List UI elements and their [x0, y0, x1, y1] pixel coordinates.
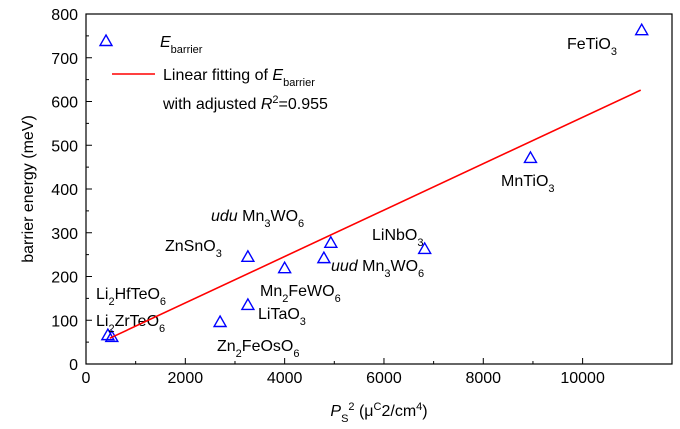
y-tick-label: 600: [51, 95, 78, 112]
x-tick-label: 8000: [465, 370, 501, 387]
y-tick-label: 700: [51, 51, 78, 68]
point-label: Mn2FeWO6: [260, 283, 341, 305]
y-tick-label: 0: [69, 357, 78, 374]
data-point: [417, 241, 432, 255]
y-tick-label: 400: [51, 182, 78, 199]
fit-line: [109, 89, 642, 339]
x-tick-label: 2000: [168, 370, 204, 387]
point-label: LiTaO3: [258, 306, 306, 328]
y-tick-label: 800: [51, 7, 78, 24]
x-tick-label: 0: [82, 370, 91, 387]
y-tick-label: 300: [51, 226, 78, 243]
legend-label: Linear fitting of Ebarrier: [163, 67, 315, 89]
data-point: [634, 22, 649, 36]
x-axis-label: PS2 (μC2/cm4): [330, 401, 427, 425]
point-label: ZnSnO3: [165, 238, 222, 260]
y-tick-label: 500: [51, 138, 78, 155]
y-tick-label: 200: [51, 270, 78, 287]
x-tick-label: 4000: [267, 370, 303, 387]
x-tick-label: 10000: [560, 370, 605, 387]
y-axis-label: barrier energy (meV): [20, 115, 37, 263]
data-point: [523, 150, 538, 164]
data-point: [277, 260, 292, 274]
annotation: with adjusted R2=0.955: [162, 94, 328, 113]
point-label: FeTiO3: [567, 36, 617, 58]
point-label: uud Mn3WO6: [331, 258, 424, 280]
data-point: [316, 250, 332, 264]
y-tick-label: 100: [51, 313, 78, 330]
data-point: [100, 327, 116, 341]
point-label: udu Mn3WO6: [211, 208, 304, 230]
point-label: MnTiO3: [501, 173, 555, 195]
legend-marker: [98, 33, 114, 47]
x-tick-label: 6000: [366, 370, 402, 387]
data-point: [212, 314, 228, 328]
data-point: [240, 297, 256, 311]
point-label: Li2ZrTeO6: [96, 313, 165, 335]
point-label: LiNbO3: [372, 227, 423, 249]
data-point: [240, 249, 256, 263]
data-point: [323, 235, 339, 249]
legend-label: Ebarrier: [160, 34, 203, 56]
point-label: Zn2FeOsO6: [217, 338, 299, 360]
point-label: Li2HfTeO6: [96, 286, 166, 308]
